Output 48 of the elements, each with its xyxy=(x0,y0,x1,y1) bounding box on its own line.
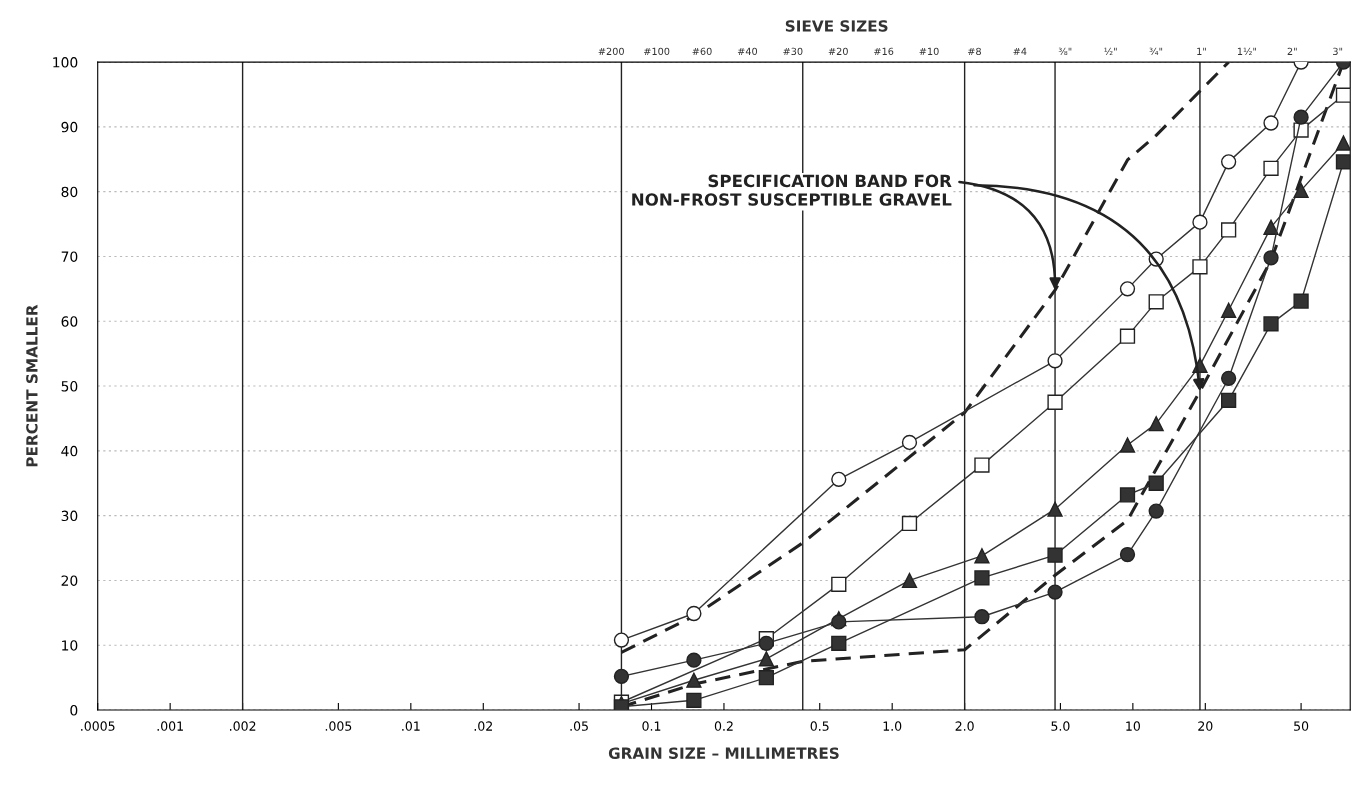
text: ½" xyxy=(1104,47,1117,56)
x-axis-title: GRAIN SIZE – MILLIMETRES xyxy=(608,747,839,759)
text: #60 xyxy=(692,47,712,56)
x-tick-label: 5.0 xyxy=(1051,721,1070,731)
text: #10 xyxy=(919,47,939,56)
y-tick-label: 70 xyxy=(61,251,78,262)
y-tick-label: 90 xyxy=(61,121,78,133)
text: 1" xyxy=(1197,47,1206,55)
x-tick-label: .01 xyxy=(402,721,420,731)
y-axis-title: PERCENT SMALLER xyxy=(26,304,38,467)
y-tick-label: 60 xyxy=(61,316,78,327)
x-tick-label: 0.2 xyxy=(714,721,733,731)
text: 1½" xyxy=(1237,47,1256,56)
y-tick-label: 0 xyxy=(70,705,78,716)
text: ¾" xyxy=(1149,47,1163,56)
text: #4 xyxy=(1013,47,1027,55)
x-tick-label: .001 xyxy=(157,721,183,731)
x-tick-label: .002 xyxy=(230,721,256,731)
x-tick-label: .0005 xyxy=(81,721,115,731)
text: ⅜" xyxy=(1058,47,1072,56)
x-tick-label: 0.5 xyxy=(810,721,829,731)
text: #100 xyxy=(644,47,670,56)
x-tick-label: 0.1 xyxy=(642,721,661,731)
y-tick-label: 20 xyxy=(61,575,78,586)
y-tick-label: 80 xyxy=(61,186,78,198)
x-tick-label: 50 xyxy=(1294,721,1309,731)
x-tick-label: .005 xyxy=(325,721,352,731)
y-tick-label: 50 xyxy=(61,381,78,392)
y-tick-label: 30 xyxy=(61,510,78,522)
text: 3" xyxy=(1333,47,1343,56)
text: #30 xyxy=(783,47,803,56)
text: #8 xyxy=(968,47,981,56)
text: 2" xyxy=(1287,47,1297,55)
text: #20 xyxy=(828,47,848,56)
x-tick-label: 20 xyxy=(1198,721,1213,731)
chart-title: SIEVE SIZES xyxy=(785,20,888,32)
x-tick-label: .02 xyxy=(474,721,492,731)
text: #16 xyxy=(874,47,894,56)
y-tick-label: 40 xyxy=(61,445,78,457)
x-tick-label: 1.0 xyxy=(883,721,902,731)
y-tick-label: 10 xyxy=(62,640,78,651)
text: #200 xyxy=(598,47,624,56)
x-tick-label: 2.0 xyxy=(955,721,974,731)
y-tick-label: 100 xyxy=(53,57,78,68)
x-tick-label: .05 xyxy=(570,721,588,731)
annotation: SPECIFICATION BAND FOR NON-FROST SUSCEPTIBLE GRAVEL xyxy=(632,174,952,206)
text: #40 xyxy=(737,47,758,56)
x-tick-label: 10 xyxy=(1126,721,1140,731)
